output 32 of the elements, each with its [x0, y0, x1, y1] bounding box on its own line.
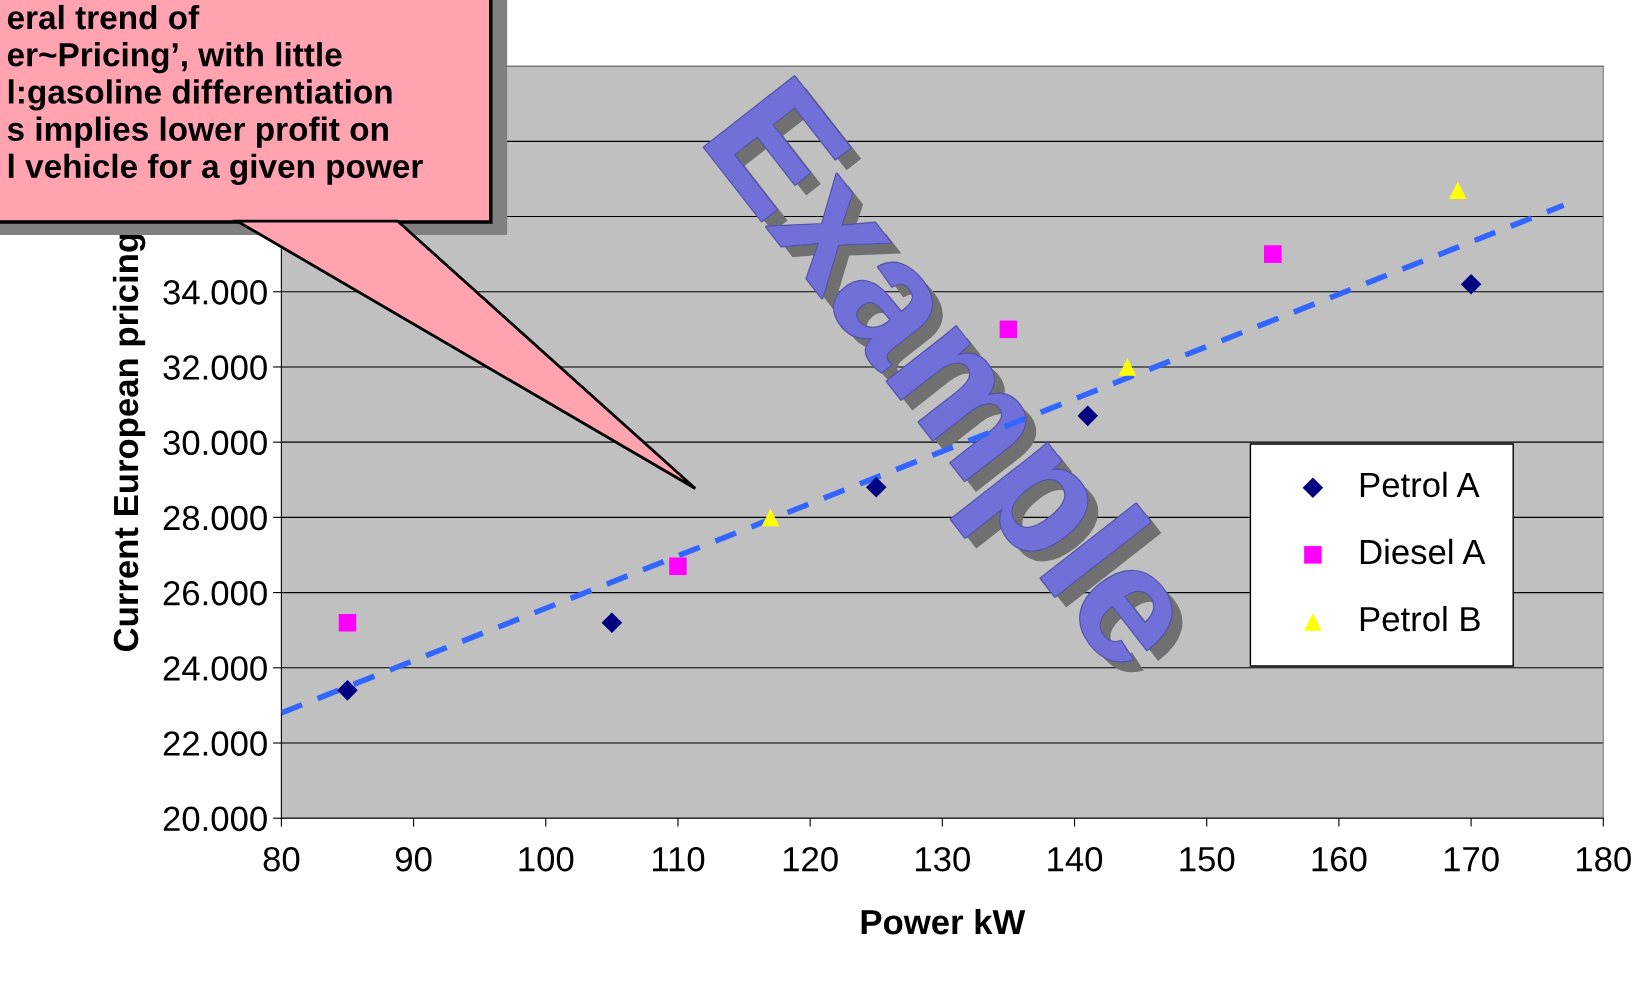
x-tick-label: 160: [1312, 846, 1367, 872]
y-tick-label: 20.000: [163, 806, 267, 832]
point: [669, 557, 687, 576]
y-tick-label: 24.000: [163, 656, 267, 681]
y-tick-label: 28.000: [163, 505, 267, 531]
y-axis-title: Current European pricing: [112, 234, 146, 652]
y-tick-label: 26.000: [163, 580, 267, 606]
x-tick-label: 140: [1048, 846, 1103, 872]
x-tick-label: 150: [1180, 846, 1235, 872]
x-axis-title: Power kW: [861, 908, 1026, 935]
point: [1449, 181, 1467, 200]
annotation: eral trend of er~Pricing’, with little l:gasoline differentiation s implies lower profit on l vehicle for a given power: [7, 4, 423, 185]
y-tick-label: 34.000: [163, 280, 267, 305]
x-tick-label: 110: [652, 846, 705, 872]
legend-label: Diesel A: [1360, 538, 1486, 565]
point: [337, 680, 358, 701]
point: [1460, 273, 1482, 295]
x-tick-label: 100: [519, 846, 574, 872]
x-tick-label: 180: [1576, 846, 1631, 872]
x-tick-label: 80: [263, 846, 300, 872]
y-tick-label: 32.000: [163, 355, 267, 380]
point: [1264, 245, 1282, 263]
legend-label: Petrol A: [1360, 471, 1480, 498]
x-tick-label: 170: [1444, 846, 1499, 872]
x-tick-label: 130: [916, 846, 970, 872]
point: [338, 613, 357, 632]
legend-label: Petrol B: [1360, 605, 1480, 632]
x-tick-label: 90: [395, 846, 432, 872]
y-tick-label: 30.000: [163, 430, 267, 456]
point: [601, 612, 623, 633]
y-tick-label: 22.000: [163, 731, 267, 756]
x-tick-label: 120: [783, 846, 838, 872]
